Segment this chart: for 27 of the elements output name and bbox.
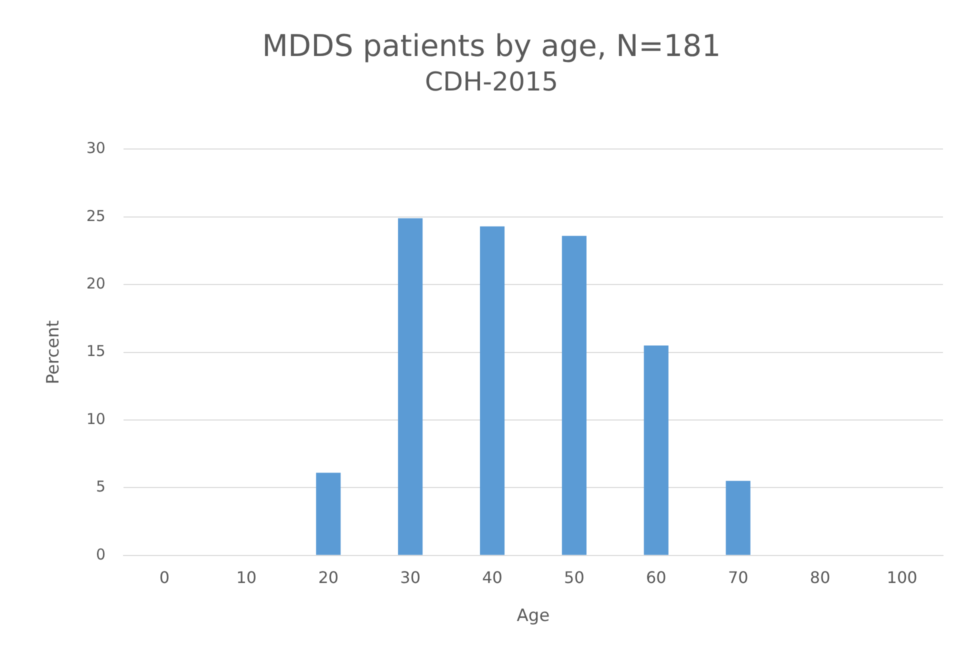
y-axis-title: Percent: [44, 320, 64, 384]
bar: [562, 236, 587, 555]
chart-subtitle: CDH-2015: [424, 67, 558, 98]
x-axis-title: Age: [516, 606, 550, 626]
x-tick-label: 80: [810, 568, 830, 588]
x-tick-label: 20: [318, 568, 339, 588]
y-tick-label: 5: [96, 478, 106, 496]
bar: [316, 472, 341, 555]
x-tick-label: 100: [886, 568, 918, 588]
x-tick-label: 60: [646, 568, 666, 588]
y-tick-label: 25: [86, 206, 106, 225]
x-tick-label: 40: [482, 568, 502, 588]
y-tick-label: 30: [86, 139, 106, 158]
bar: [398, 218, 423, 555]
bar: [480, 226, 505, 555]
chart-title: MDDS patients by age, N=181: [262, 28, 721, 64]
y-tick-label: 0: [96, 545, 106, 564]
x-tick-label: 0: [159, 568, 170, 588]
x-tick-label: 30: [400, 568, 420, 588]
x-tick-label: 50: [564, 568, 584, 588]
y-tick-label: 10: [86, 410, 106, 428]
x-tick-label: 10: [236, 568, 257, 588]
bar: [644, 346, 668, 555]
bar: [726, 480, 750, 555]
y-tick-label: 15: [86, 342, 106, 360]
x-tick-label: 70: [728, 568, 748, 588]
y-tick-label: 20: [86, 274, 106, 292]
